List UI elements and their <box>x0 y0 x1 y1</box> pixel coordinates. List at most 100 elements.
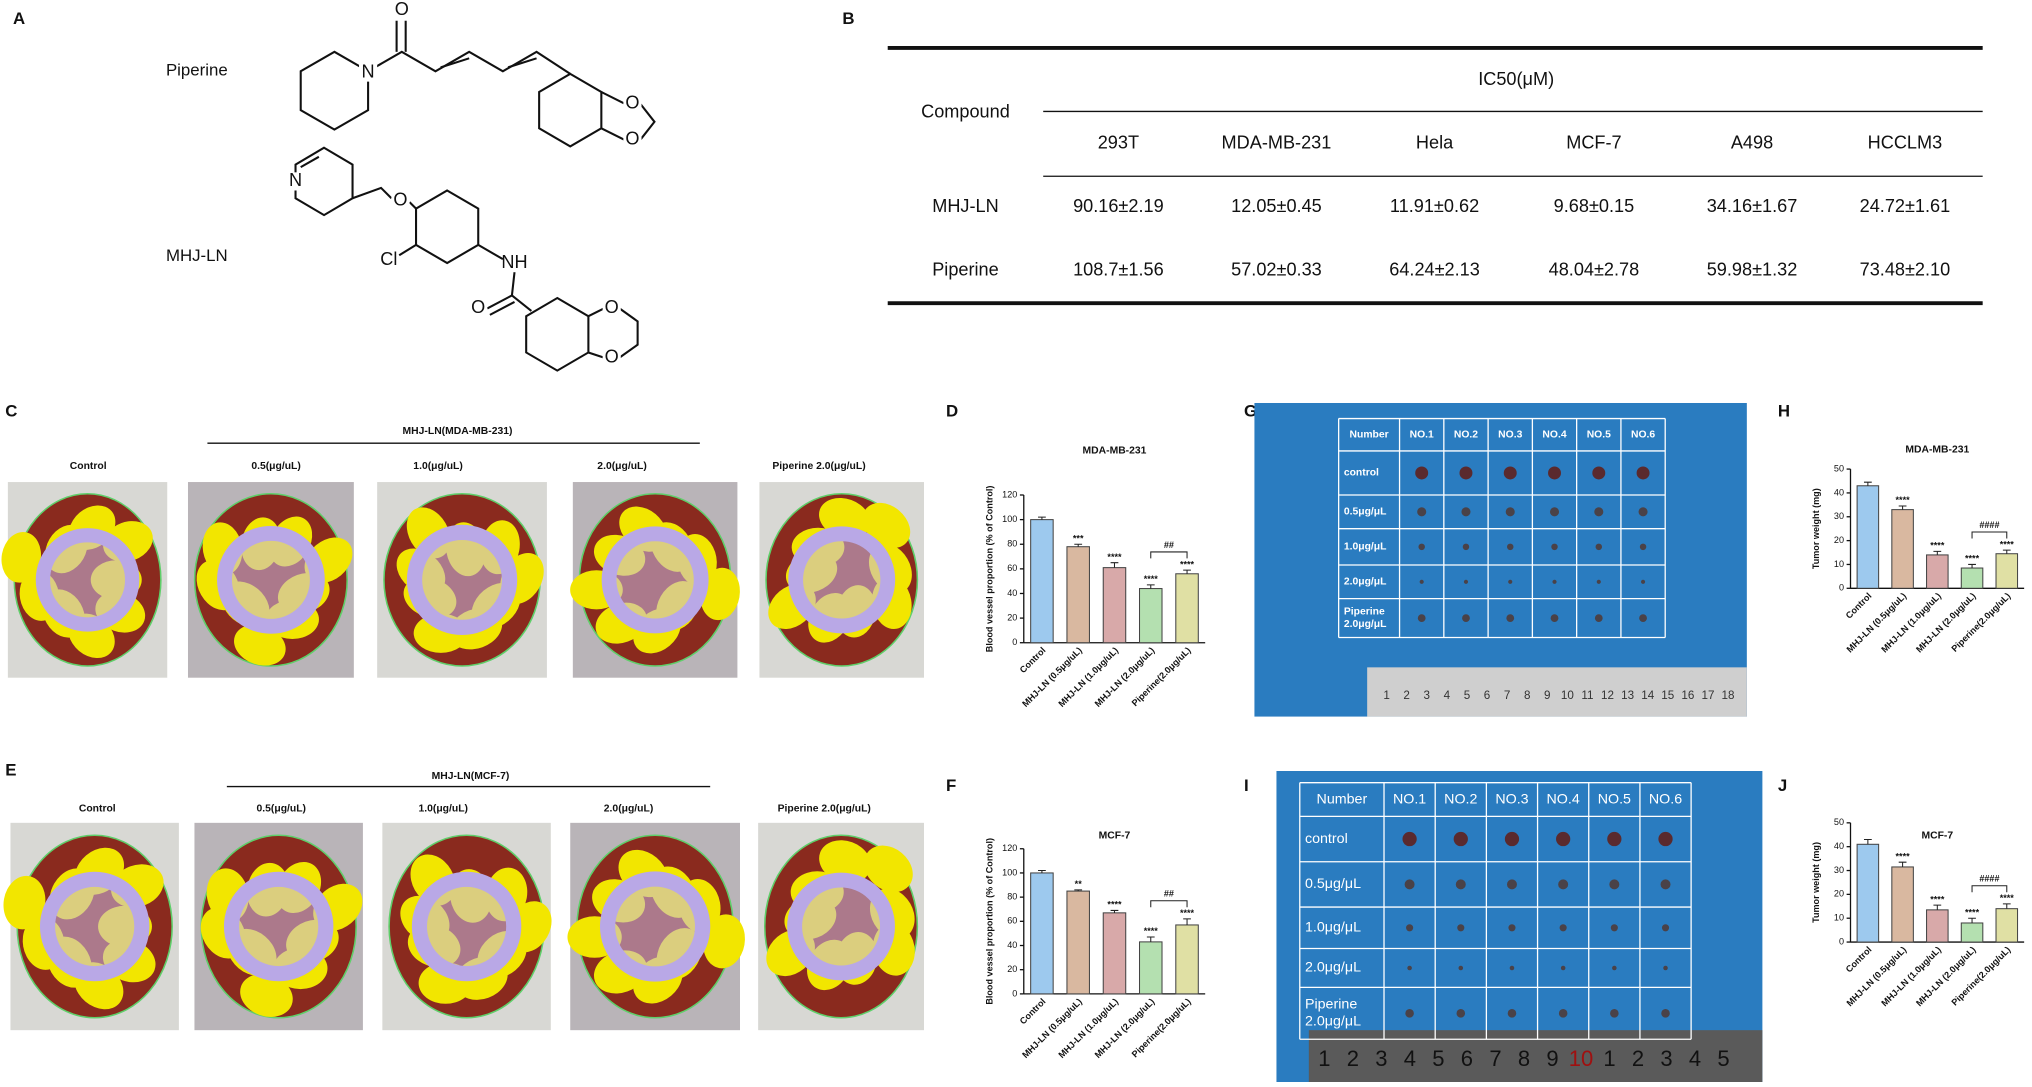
bar <box>1138 941 1163 995</box>
compound-name: Piperine <box>166 61 228 80</box>
table-header: Compound <box>921 102 1010 122</box>
bracket <box>1150 900 1188 908</box>
panel-label: A <box>13 9 25 28</box>
x-tick-label: Piperine(2.0μg/uL) <box>1949 591 2012 654</box>
column-header: HCCLM3 <box>1868 133 1943 153</box>
tumor <box>1661 924 1670 932</box>
bar <box>1856 843 1880 943</box>
atom-label: NH <box>501 252 527 272</box>
column-header: 293T <box>1098 133 1139 153</box>
ruler-number: 6 <box>1461 1046 1473 1071</box>
silicone-ring <box>601 526 709 634</box>
ruler-number: 6 <box>1484 689 1490 702</box>
grid-header: NO.2 <box>1444 791 1477 807</box>
error-bar <box>1146 936 1155 942</box>
atom-label: O <box>605 297 619 317</box>
atom-bg <box>391 191 410 210</box>
bracket-label: ## <box>1164 540 1174 550</box>
ruler-number: 3 <box>1660 1046 1672 1071</box>
photo-label: 0.5(μg/uL) <box>257 803 307 814</box>
panel-label: F <box>946 776 956 795</box>
significance: **** <box>1965 907 1980 917</box>
significance: **** <box>1965 554 1980 564</box>
cam-photo <box>377 482 547 678</box>
tumor <box>1592 466 1606 480</box>
panel-heading: MHJ-LN(MDA-MB-231) <box>403 426 513 437</box>
table-cell: 48.04±2.78 <box>1549 260 1640 280</box>
grid-row-label: 2.0μg/μL <box>1344 619 1387 630</box>
tumor <box>1558 1009 1568 1018</box>
panel-label: I <box>1244 776 1249 795</box>
ruler-number: 2 <box>1347 1046 1359 1071</box>
tumor <box>1463 579 1469 584</box>
tumor <box>1415 466 1429 480</box>
tumor <box>1402 831 1417 847</box>
y-tick-label: 50 <box>1834 463 1844 473</box>
atom-bg <box>602 348 621 367</box>
y-tick-label: 40 <box>1007 940 1017 950</box>
photo-label: 1.0(μg/uL) <box>413 461 463 472</box>
grid-header: NO.3 <box>1498 429 1522 440</box>
tumor <box>1549 507 1560 517</box>
photo-label: Piperine 2.0(μg/uL) <box>778 803 871 814</box>
y-tick-label: 0 <box>1839 936 1844 946</box>
tumor <box>1551 543 1558 551</box>
tumor <box>1638 507 1648 517</box>
tumor <box>1610 924 1618 932</box>
error-bar <box>1863 839 1872 845</box>
vessel-area <box>234 624 286 666</box>
grid-header: Number <box>1317 791 1368 807</box>
x-tick-label: MHJ-LN (0.5μg/uL) <box>1845 945 1909 1009</box>
significance: **** <box>2000 893 2015 903</box>
ruler-number: 18 <box>1722 689 1735 702</box>
bar <box>1856 485 1880 589</box>
tumor <box>1594 614 1603 622</box>
silicone-ring <box>411 871 522 982</box>
vessel-area <box>1 531 42 583</box>
grid-header: NO.4 <box>1547 791 1580 807</box>
tumor <box>1640 579 1646 584</box>
ruler-number: 5 <box>1464 689 1470 702</box>
grid-header: NO.5 <box>1598 791 1631 807</box>
photo-label: 2.0(μg/uL) <box>597 461 647 472</box>
tumor <box>1552 579 1557 584</box>
tumor <box>1457 924 1465 932</box>
ruler-number: 3 <box>1424 689 1430 702</box>
cam-photo <box>759 482 924 678</box>
table-cell: 12.05±0.45 <box>1231 196 1322 216</box>
bar <box>1138 588 1163 644</box>
y-tick-label: 40 <box>1834 487 1844 497</box>
ruler-number: 15 <box>1661 689 1674 702</box>
x-tick-label: MHJ-LN (1.0μg/uL) <box>1879 591 1943 655</box>
cam-photo <box>194 822 363 1031</box>
tumor <box>1594 507 1604 517</box>
grid-row-label: 0.5μg/μL <box>1305 876 1361 892</box>
bar <box>1030 519 1054 644</box>
atom-label: O <box>605 346 619 366</box>
silicone-ring <box>788 526 896 634</box>
bar <box>1960 922 1984 943</box>
tumor <box>1607 831 1622 847</box>
y-tick-label: 60 <box>1007 916 1017 926</box>
tumor <box>1639 614 1647 622</box>
error-bar <box>1933 904 1942 910</box>
panel-label: H <box>1778 402 1790 421</box>
tumor <box>1507 543 1514 551</box>
error-bar <box>1898 861 1907 867</box>
grid-row-label: 0.5μg/μL <box>1344 507 1387 518</box>
tumor <box>1610 1009 1619 1018</box>
table-cell: 11.91±0.62 <box>1390 196 1479 216</box>
tumor <box>1459 466 1473 480</box>
table-cell: 64.24±2.13 <box>1389 260 1480 280</box>
cam-photo <box>382 822 552 1031</box>
x-tick-label: Control <box>1018 645 1048 675</box>
bracket <box>1971 885 2008 893</box>
atom-bg <box>505 253 524 273</box>
cam-photo <box>567 822 745 1031</box>
tumor <box>1455 879 1466 890</box>
tumor <box>1509 965 1515 971</box>
ruler-number: 1 <box>1383 689 1389 702</box>
significance: ** <box>1075 879 1083 889</box>
panel-heading: MHJ-LN(MCF-7) <box>432 771 510 782</box>
